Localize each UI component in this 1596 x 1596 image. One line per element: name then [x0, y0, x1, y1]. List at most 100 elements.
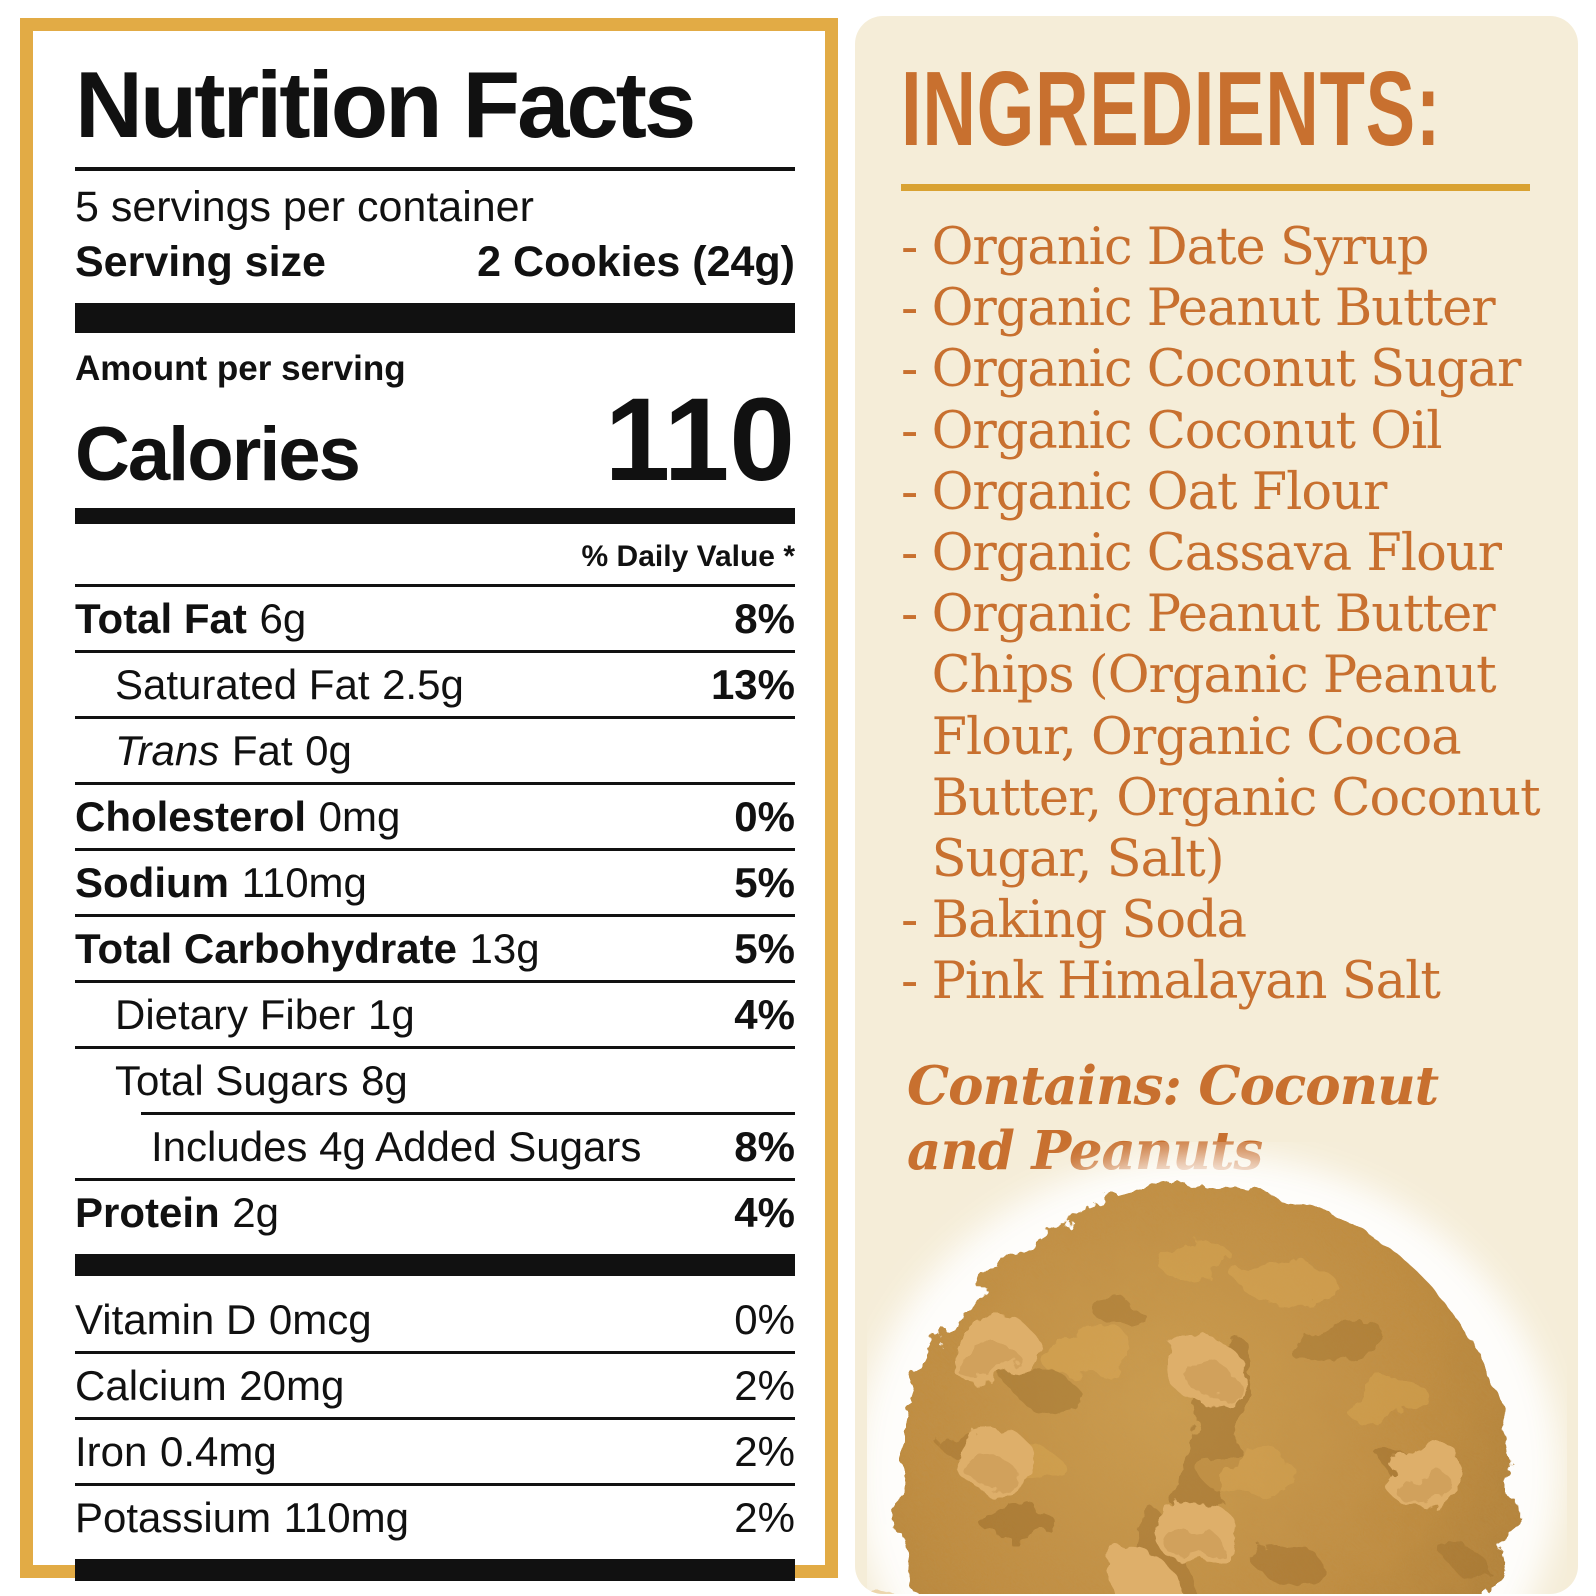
cookie-photo	[867, 1142, 1567, 1594]
serving-size-value: 2 Cookies (24g)	[477, 238, 795, 287]
daily-value-footnote: * The % Daily Value (DV) tells you how m…	[75, 1593, 795, 1596]
ingredient-item: - Organic Date Syrup	[901, 218, 1430, 277]
nutrient-name: Calcium	[75, 1362, 227, 1410]
dash-marker: -	[901, 401, 918, 461]
dash-marker: -	[901, 523, 918, 583]
divider	[75, 782, 795, 786]
nutrient-row-total-carbohydrate: Total Carbohydrate 13g 5%	[75, 917, 795, 980]
nutrient-name: Fat	[231, 727, 293, 775]
nutrient-dv: 0%	[734, 793, 795, 841]
nutrient-name: Vitamin D	[75, 1296, 257, 1344]
dash-marker: -	[901, 891, 918, 951]
nutrient-dv: 5%	[734, 925, 795, 973]
vitamin-row-vitamin-d: Vitamin D 0mcg 0%	[75, 1288, 795, 1351]
nutrient-name: Includes 4g Added Sugars	[151, 1123, 642, 1171]
serving-size-row: Serving size 2 Cookies (24g)	[75, 238, 795, 287]
nutrient-name: Dietary Fiber	[115, 991, 356, 1039]
nutrient-amount: 110mg	[283, 1494, 409, 1542]
nutrient-amount: 0.4mg	[159, 1428, 277, 1476]
nutrient-row-sodium: Sodium 110mg 5%	[75, 851, 795, 914]
daily-value-header: % Daily Value *	[581, 540, 795, 574]
section-bar	[75, 508, 795, 525]
divider	[75, 1417, 795, 1421]
vitamin-row-potassium: Potassium 110mg 2%	[75, 1486, 795, 1549]
nutrient-row-total-fat: Total Fat 6g 8%	[75, 587, 795, 650]
divider	[75, 716, 795, 720]
divider	[75, 584, 795, 588]
nutrient-amount: 8g	[361, 1057, 408, 1105]
divider	[75, 1046, 795, 1050]
nutrient-row-total-sugars: Total Sugars 8g	[75, 1049, 795, 1112]
calories-label: Calories	[75, 412, 361, 498]
nutrient-amount: 110mg	[241, 859, 367, 907]
vitamin-row-calcium: Calcium 20mg 2%	[75, 1354, 795, 1417]
amount-per-serving-label: Amount per serving	[75, 349, 406, 389]
ingredient-item: - Pink Himalayan Salt	[901, 952, 1441, 1012]
serving-size-label: Serving size	[75, 238, 326, 287]
nutrient-name: Sodium	[75, 859, 229, 907]
nutrient-amount: 6g	[259, 595, 307, 643]
ingredient-item: - Organic Oat Flour	[901, 462, 1387, 522]
nutrient-row-cholesterol: Cholesterol 0mg 0%	[75, 785, 795, 848]
calories-value: 110	[604, 374, 795, 507]
nutrient-amount: 2g	[232, 1189, 279, 1237]
nutrient-dv: 2%	[734, 1428, 795, 1476]
nutrient-row-protein: Protein 2g 4%	[75, 1181, 795, 1244]
nutrient-dv: 4%	[734, 991, 795, 1039]
ingredients-panel: INGREDIENTS: - Organic Date Syrup - Organi…	[855, 16, 1578, 1594]
nutrient-row-added-sugars: Includes 4g Added Sugars 8%	[75, 1115, 795, 1178]
nutrient-amount: 0mg	[318, 793, 401, 841]
ingredient-item: - Organic Cassava Flour	[901, 523, 1502, 583]
nutrient-amount: 2.5g	[382, 661, 464, 709]
ingredients-list: - Organic Date Syrup - Organic Peanut Butt…	[901, 217, 1550, 1012]
divider	[75, 848, 795, 852]
nutrient-row-dietary-fiber: Dietary Fiber 1g 4%	[75, 983, 795, 1046]
nutrient-amount: 13g	[469, 925, 540, 973]
nutrient-row-saturated-fat: Saturated Fat 2.5g 13%	[75, 653, 795, 716]
ingredient-item: - Baking Soda	[901, 891, 1247, 951]
nutrient-name: Cholesterol	[75, 793, 307, 841]
nutrition-facts-panel: Nutrition Facts 5 servings per container…	[20, 18, 838, 1596]
section-bar	[75, 1254, 795, 1277]
nutrient-name: Protein	[75, 1189, 220, 1237]
nutrient-amount: 0g	[305, 727, 352, 775]
nutrient-amount: 1g	[368, 991, 415, 1039]
ingredient-item: - Organic Peanut Butter	[901, 279, 1496, 339]
nutrient-row-trans-fat: Trans Fat 0g	[75, 719, 795, 782]
nutrient-amount: 20mg	[239, 1362, 345, 1410]
peanut-butter-chips	[949, 1316, 1466, 1594]
peanut-butter-cookie-image	[867, 1154, 1559, 1594]
dash-marker: -	[901, 218, 918, 277]
nutrient-name-italic: Trans	[115, 727, 220, 775]
divider	[75, 1351, 795, 1355]
divider-inset	[141, 1112, 795, 1116]
ingredient-item: - Organic Coconut Oil	[901, 401, 1443, 461]
nutrition-facts-title: Nutrition Facts	[75, 52, 696, 157]
divider	[75, 1178, 795, 1182]
nutrient-dv: 2%	[734, 1494, 795, 1542]
nutrient-dv: 4%	[734, 1189, 795, 1237]
vitamin-row-iron: Iron 0.4mg 2%	[75, 1420, 795, 1483]
calories-row: Calories 110	[75, 374, 795, 507]
divider	[75, 914, 795, 918]
dash-marker: -	[901, 462, 918, 522]
nutrient-name: Total Carbohydrate	[75, 925, 457, 973]
ingredients-heading: INGREDIENTS:	[901, 50, 1442, 168]
ingredient-item: - Organic Coconut Sugar	[901, 340, 1521, 400]
nutrient-amount: 0mcg	[268, 1296, 372, 1344]
dash-marker: -	[901, 952, 918, 1012]
nutrient-dv: 13%	[710, 661, 795, 709]
nutrient-dv: 0%	[734, 1296, 795, 1344]
footnote-asterisk: *	[75, 1593, 119, 1596]
heading-underline	[901, 184, 1530, 191]
dash-marker: -	[901, 340, 918, 400]
divider	[75, 980, 795, 984]
nutrient-dv: 8%	[734, 1123, 795, 1171]
dash-marker: -	[901, 279, 918, 339]
section-bar	[75, 303, 795, 334]
dash-marker: -	[901, 585, 918, 645]
nutrient-name: Total Sugars	[115, 1057, 349, 1105]
divider	[75, 650, 795, 654]
nutrient-name: Iron	[75, 1428, 148, 1476]
